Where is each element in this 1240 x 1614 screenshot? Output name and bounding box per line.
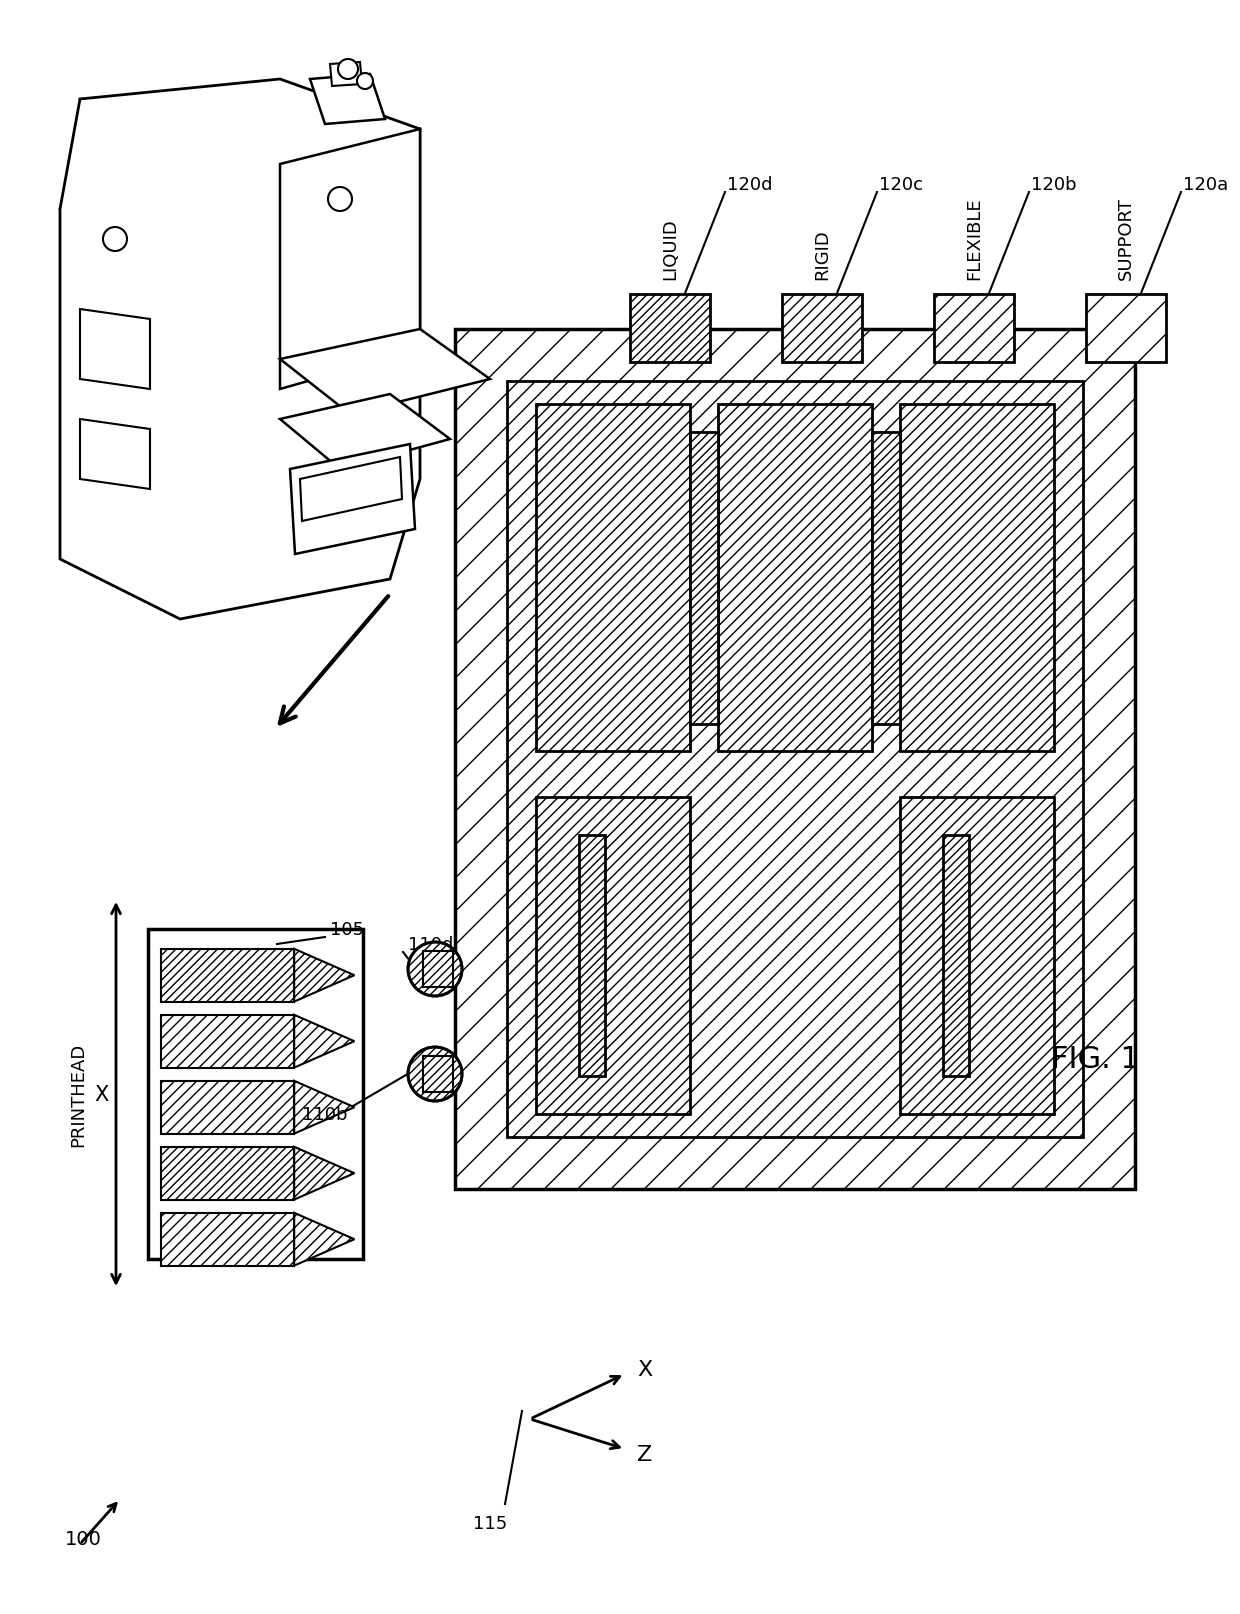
Text: RIGID: RIGID — [813, 229, 831, 279]
Bar — [161, 1015, 294, 1068]
Circle shape — [329, 187, 352, 211]
Circle shape — [408, 943, 463, 996]
Text: FLEXIBLE: FLEXIBLE — [965, 197, 983, 279]
Polygon shape — [81, 310, 150, 389]
Bar — [900, 797, 1054, 1115]
Polygon shape — [300, 458, 402, 521]
Polygon shape — [280, 129, 420, 389]
Polygon shape — [290, 445, 415, 555]
Polygon shape — [280, 395, 450, 470]
Text: LIQUID: LIQUID — [661, 218, 680, 279]
Polygon shape — [60, 81, 420, 620]
Bar — [934, 295, 1014, 363]
Polygon shape — [294, 1015, 355, 1068]
Polygon shape — [310, 74, 384, 124]
Bar — [579, 836, 605, 1077]
Circle shape — [408, 1047, 463, 1101]
Text: 100: 100 — [64, 1530, 102, 1548]
Bar — [944, 836, 970, 1077]
Bar — [148, 930, 363, 1259]
Bar — [536, 405, 689, 752]
Text: 120c: 120c — [879, 176, 923, 194]
Text: 120b: 120b — [1030, 176, 1076, 194]
Bar — [161, 949, 294, 1002]
Bar — [423, 951, 453, 988]
Bar — [718, 405, 872, 752]
Polygon shape — [294, 1214, 355, 1265]
Text: X: X — [94, 1085, 108, 1104]
Bar — [782, 295, 862, 363]
Polygon shape — [294, 1148, 355, 1199]
Bar — [689, 433, 718, 725]
Text: Z: Z — [637, 1445, 652, 1464]
Bar — [507, 383, 1083, 1138]
Text: 120d: 120d — [727, 176, 773, 194]
Circle shape — [357, 74, 373, 90]
Bar — [423, 1056, 453, 1093]
Bar — [1086, 295, 1166, 363]
Polygon shape — [81, 420, 150, 489]
Polygon shape — [294, 1081, 355, 1135]
Bar — [630, 295, 711, 363]
Bar — [872, 433, 900, 725]
Bar — [161, 1148, 294, 1199]
Polygon shape — [280, 329, 490, 415]
Circle shape — [103, 228, 126, 252]
Text: 110b: 110b — [303, 1106, 348, 1123]
Text: SUPPORT: SUPPORT — [1117, 197, 1135, 279]
Text: 110d: 110d — [408, 936, 454, 954]
Bar — [900, 405, 1054, 752]
Bar — [455, 329, 1135, 1190]
Text: 115: 115 — [472, 1514, 507, 1532]
Bar — [161, 1081, 294, 1135]
Text: 120a: 120a — [1183, 176, 1229, 194]
Text: X: X — [637, 1359, 652, 1378]
Circle shape — [339, 60, 358, 81]
Text: PRINTHEAD: PRINTHEAD — [69, 1043, 87, 1146]
Bar — [536, 797, 689, 1115]
Polygon shape — [294, 949, 355, 1002]
Polygon shape — [330, 63, 362, 87]
Text: 105: 105 — [330, 920, 365, 938]
Text: FIG. 1: FIG. 1 — [1050, 1044, 1140, 1073]
Bar — [161, 1214, 294, 1265]
